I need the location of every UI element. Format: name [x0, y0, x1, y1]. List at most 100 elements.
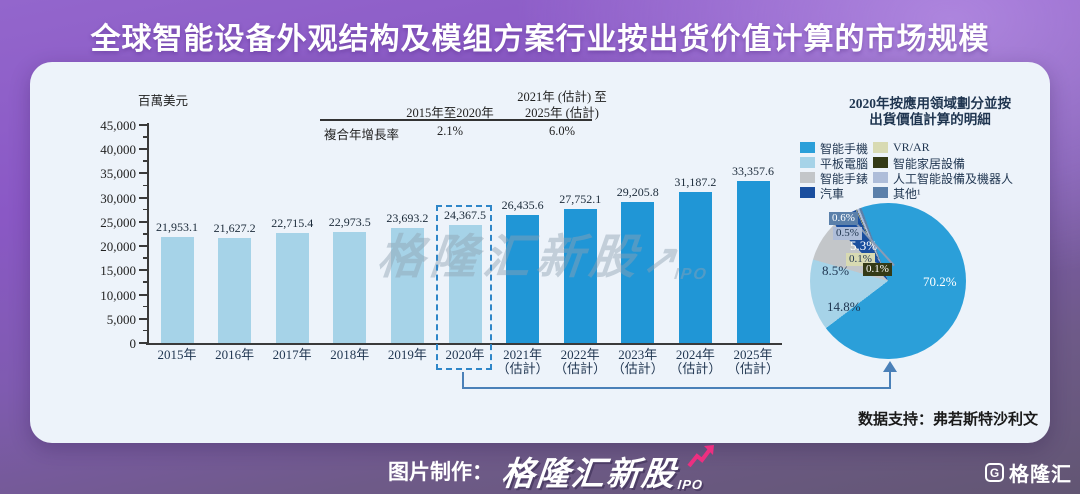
legend-label: 汽車	[820, 187, 845, 201]
y-tick-mark	[139, 172, 148, 175]
y-minor-tick-mark	[143, 329, 148, 332]
legend-swatch	[873, 157, 888, 168]
x-tick-label: 2016年	[215, 347, 255, 362]
bar-value-label: 22,715.4	[271, 215, 314, 230]
pie-title-line1: 2020年按應用領域劃分並按	[849, 96, 1011, 111]
y-minor-tick-mark	[143, 233, 148, 235]
legend-label: 智能手機	[820, 142, 869, 156]
y-axis-unit-label: 百萬美元	[137, 94, 188, 108]
data-source-credit: 数据支持：弗若斯特沙利文	[857, 411, 1038, 428]
y-tick-label: 40,000	[100, 142, 136, 158]
footer-brand-logo: 格隆汇新股IPO	[499, 447, 706, 494]
legend-swatch	[873, 187, 888, 198]
legend-swatch	[800, 157, 815, 168]
pie-title-line2: 出貨價值計算的明細	[869, 112, 991, 127]
x-tick-label: 2021年 （估計）	[496, 347, 549, 376]
y-minor-tick-mark	[143, 160, 148, 162]
cagr-col2-header-line2: 2025年 (估計)	[525, 106, 599, 120]
pie-label-smartphone: 70.2%	[923, 274, 957, 289]
x-tick-label: 2020年	[445, 347, 485, 362]
y-tick-mark	[139, 196, 148, 199]
bar	[390, 228, 424, 343]
y-tick-mark	[139, 148, 148, 151]
y-axis-line	[147, 123, 149, 344]
legend-swatch	[873, 172, 888, 183]
bar-value-label: 22,973.5	[328, 214, 371, 229]
legend-swatch	[800, 187, 815, 198]
cagr-col1-header: 2015年至2020年	[406, 106, 494, 120]
x-tick-label: 2015年	[157, 347, 197, 362]
y-tick-label: 25,000	[100, 214, 136, 230]
footer-brand-sub: IPO	[676, 477, 704, 492]
watermark: 格隆汇新股↗IPO	[374, 218, 713, 287]
pie-callout-vr-ar: 0.1%	[846, 253, 875, 266]
y-tick-mark	[139, 220, 148, 223]
y-tick-mark	[139, 293, 148, 296]
y-tick-label: 45,000	[100, 118, 136, 133]
bar-value-label: 27,752.1	[559, 191, 602, 206]
pie-callout-smart-home: 0.1%	[863, 263, 892, 276]
page-title: 全球智能设备外观结构及模组方案行业按出货价值计算的市场规模	[90, 23, 990, 56]
bar-value-label: 31,187.2	[674, 174, 717, 189]
y-minor-tick-mark	[143, 208, 148, 211]
legend-label: 平板電腦	[820, 157, 869, 171]
y-tick-label: 5,000	[106, 311, 136, 327]
footer-credit-label: 图片制作：	[388, 461, 493, 484]
corner-brand-logo: G 格隆汇	[985, 458, 1072, 487]
x-tick-label: 2025年 （估計）	[726, 347, 779, 376]
x-tick-label: 2018年	[330, 347, 370, 362]
y-tick-label: 10,000	[100, 287, 136, 303]
legend-label: VR/AR	[893, 140, 930, 154]
y-tick-mark	[139, 342, 148, 344]
footer-brand-text: 格隆汇新股	[499, 455, 679, 492]
bar	[275, 232, 309, 343]
bar	[678, 191, 712, 343]
x-tick-label: 2023年 （估計）	[611, 347, 664, 376]
x-tick-label: 2022年 （估計）	[554, 347, 607, 376]
pie-label-car: 5.3%	[850, 238, 878, 253]
legend-label: 其他¹	[893, 187, 921, 201]
connector-line	[889, 372, 891, 389]
y-minor-tick-mark	[143, 281, 148, 283]
bar	[160, 236, 194, 343]
cagr-value-2021-2025: 6.0%	[548, 124, 576, 138]
y-minor-tick-mark	[143, 257, 148, 259]
y-tick-label: 0	[129, 336, 137, 351]
cagr-value-2015-2020: 2.1%	[436, 124, 464, 138]
pie-title: 2020年按應用領域劃分並按 出貨價值計算的明細	[792, 96, 1068, 128]
bar-value-label: 23,693.2	[386, 211, 429, 226]
y-tick-mark	[139, 317, 148, 320]
x-tick-label: 2019年	[387, 347, 427, 362]
bar	[506, 214, 540, 343]
bar	[621, 201, 655, 343]
highlight-2020-box	[436, 205, 492, 370]
y-tick-label: 30,000	[100, 190, 136, 206]
y-tick-mark	[139, 245, 148, 248]
brand-arrow-icon	[687, 445, 714, 468]
legend-label: 人工智能設備及機器人	[893, 172, 1014, 186]
connector-arrowhead-icon	[883, 361, 897, 372]
pie-callout-other: 0.6%	[829, 212, 858, 225]
bar	[333, 231, 367, 343]
bar	[563, 208, 597, 343]
cagr-row-label: 複合年增長率	[324, 128, 400, 142]
connector-line	[462, 372, 464, 389]
legend-label: 智能家居設備	[893, 157, 966, 171]
watermark-arrow-icon: ↗	[639, 238, 679, 282]
y-tick-mark	[139, 124, 148, 126]
chart-card: 百萬美元 45,000 40,000 35,000 30,000 25,000 …	[30, 62, 1050, 443]
bar	[218, 238, 252, 343]
pie-label-watch: 8.5%	[822, 263, 850, 278]
x-tick-label: 2017年	[272, 347, 312, 362]
connector-line	[462, 387, 891, 389]
bar	[448, 224, 482, 343]
cagr-col2-header-line1: 2021年 (估計) 至	[517, 90, 607, 104]
y-tick-label: 20,000	[100, 239, 136, 255]
legend-swatch	[873, 142, 888, 153]
x-tick-label: 2024年 （估計）	[669, 347, 722, 376]
y-tick-mark	[139, 269, 148, 272]
bar	[736, 181, 770, 343]
y-minor-tick-mark	[143, 136, 148, 138]
cagr-table-rule	[320, 119, 592, 121]
legend-label: 智能手錶	[820, 172, 869, 186]
